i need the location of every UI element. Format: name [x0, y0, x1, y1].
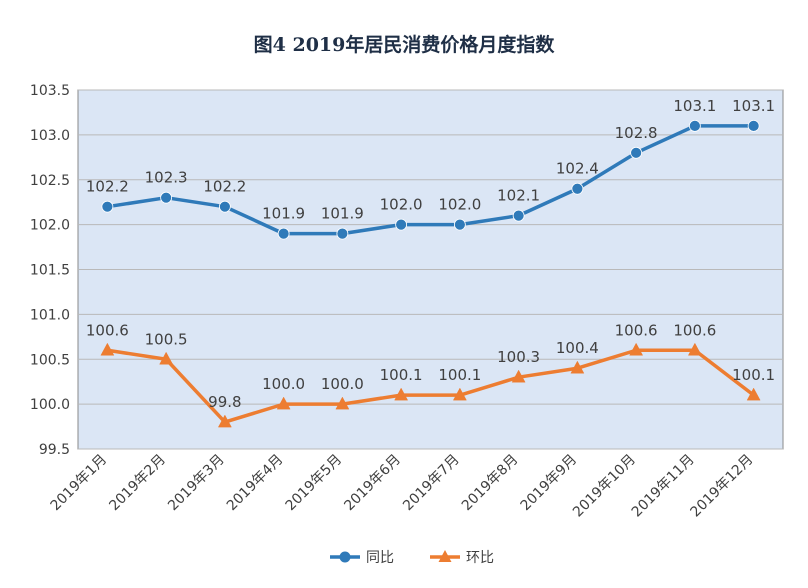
data-label: 100.4 [556, 339, 599, 357]
x-tick-label: 2019年7月 [400, 452, 463, 515]
data-label: 101.9 [321, 205, 364, 223]
chart-title: 图4 2019年居民消费价格月度指数 [254, 33, 556, 56]
data-point [395, 218, 408, 231]
series-layer [100, 120, 761, 428]
data-label: 100.6 [673, 321, 716, 339]
data-point [630, 146, 643, 159]
data-label: 102.4 [556, 160, 599, 178]
data-label: 100.6 [615, 321, 658, 339]
y-tick-label: 100.0 [30, 397, 70, 413]
data-label: 102.2 [86, 178, 129, 196]
data-point [277, 227, 290, 240]
data-point [511, 369, 526, 383]
data-point [512, 209, 525, 222]
data-point [335, 396, 350, 410]
data-label: 99.8 [208, 393, 241, 411]
data-point [571, 182, 584, 195]
x-tick-label: 2019年3月 [165, 452, 228, 515]
legend-marker [438, 550, 452, 562]
data-point [159, 351, 174, 365]
data-labels: 102.2 102.3 102.2 101.9 101.9 102.0 102.0 102.1… [86, 97, 775, 411]
data-point [336, 227, 349, 240]
x-tick-label: 2019年1月 [48, 452, 111, 515]
data-point [100, 342, 115, 356]
data-label: 102.0 [380, 196, 423, 214]
data-label: 102.0 [438, 196, 481, 214]
x-tick-label: 2019年12月 [688, 452, 757, 521]
data-point [629, 342, 644, 356]
data-point [217, 414, 232, 428]
data-point [101, 200, 114, 213]
legend: 同比 环比 [330, 550, 494, 566]
y-tick-label: 102.0 [30, 218, 70, 234]
x-tick-label: 2019年2月 [106, 452, 169, 515]
data-label: 100.1 [380, 366, 423, 384]
series-line-0 [107, 124, 754, 236]
data-point [452, 387, 467, 401]
data-point [687, 342, 702, 356]
data-label: 100.3 [497, 348, 540, 366]
data-point [218, 200, 231, 213]
data-point [276, 396, 291, 410]
data-label: 102.2 [203, 178, 246, 196]
data-point [688, 120, 701, 132]
data-point [160, 191, 173, 204]
y-axis: 103.5 103.0 102.5 102.0 101.5 101.0 100.5 100.0… [30, 83, 70, 458]
data-point [570, 360, 585, 374]
data-point [747, 120, 760, 132]
data-label: 100.1 [438, 366, 481, 384]
gridlines [78, 89, 783, 450]
data-label: 100.5 [145, 330, 188, 348]
y-tick-label: 99.5 [39, 442, 70, 458]
y-tick-label: 101.5 [30, 263, 70, 279]
y-tick-label: 103.0 [30, 128, 70, 144]
legend-marker [339, 551, 351, 563]
x-tick-label: 2019年5月 [283, 452, 346, 515]
data-label: 102.1 [497, 187, 540, 205]
data-label: 103.1 [732, 97, 775, 115]
data-label: 100.0 [262, 375, 305, 393]
y-tick-label: 103.5 [30, 83, 70, 99]
y-tick-label: 101.0 [30, 307, 70, 323]
x-tick-label: 2019年9月 [518, 452, 581, 515]
data-label: 100.1 [732, 366, 775, 384]
data-point [394, 387, 409, 401]
y-tick-label: 100.5 [30, 352, 70, 368]
data-label: 101.9 [262, 205, 305, 223]
x-tick-label: 2019年6月 [341, 452, 404, 515]
x-tick-label: 2019年8月 [459, 452, 522, 515]
data-label: 100.6 [86, 321, 129, 339]
data-label: 100.0 [321, 375, 364, 393]
x-tick-label: 2019年4月 [224, 452, 287, 515]
x-axis: 2019年1月2019年2月2019年3月2019年4月2019年5月2019年… [48, 452, 757, 521]
data-point [453, 218, 466, 231]
series-line-1 [107, 348, 755, 424]
data-label: 102.8 [615, 124, 658, 142]
legend-label: 环比 [466, 550, 494, 566]
data-label: 103.1 [673, 97, 716, 115]
data-label: 102.3 [145, 169, 188, 187]
data-point [746, 387, 761, 401]
y-tick-label: 102.5 [30, 173, 70, 189]
legend-label: 同比 [366, 550, 394, 566]
